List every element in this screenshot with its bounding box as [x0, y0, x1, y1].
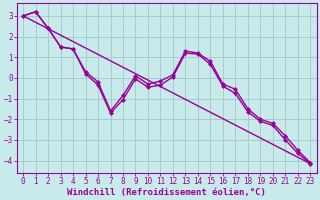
- X-axis label: Windchill (Refroidissement éolien,°C): Windchill (Refroidissement éolien,°C): [67, 188, 266, 197]
